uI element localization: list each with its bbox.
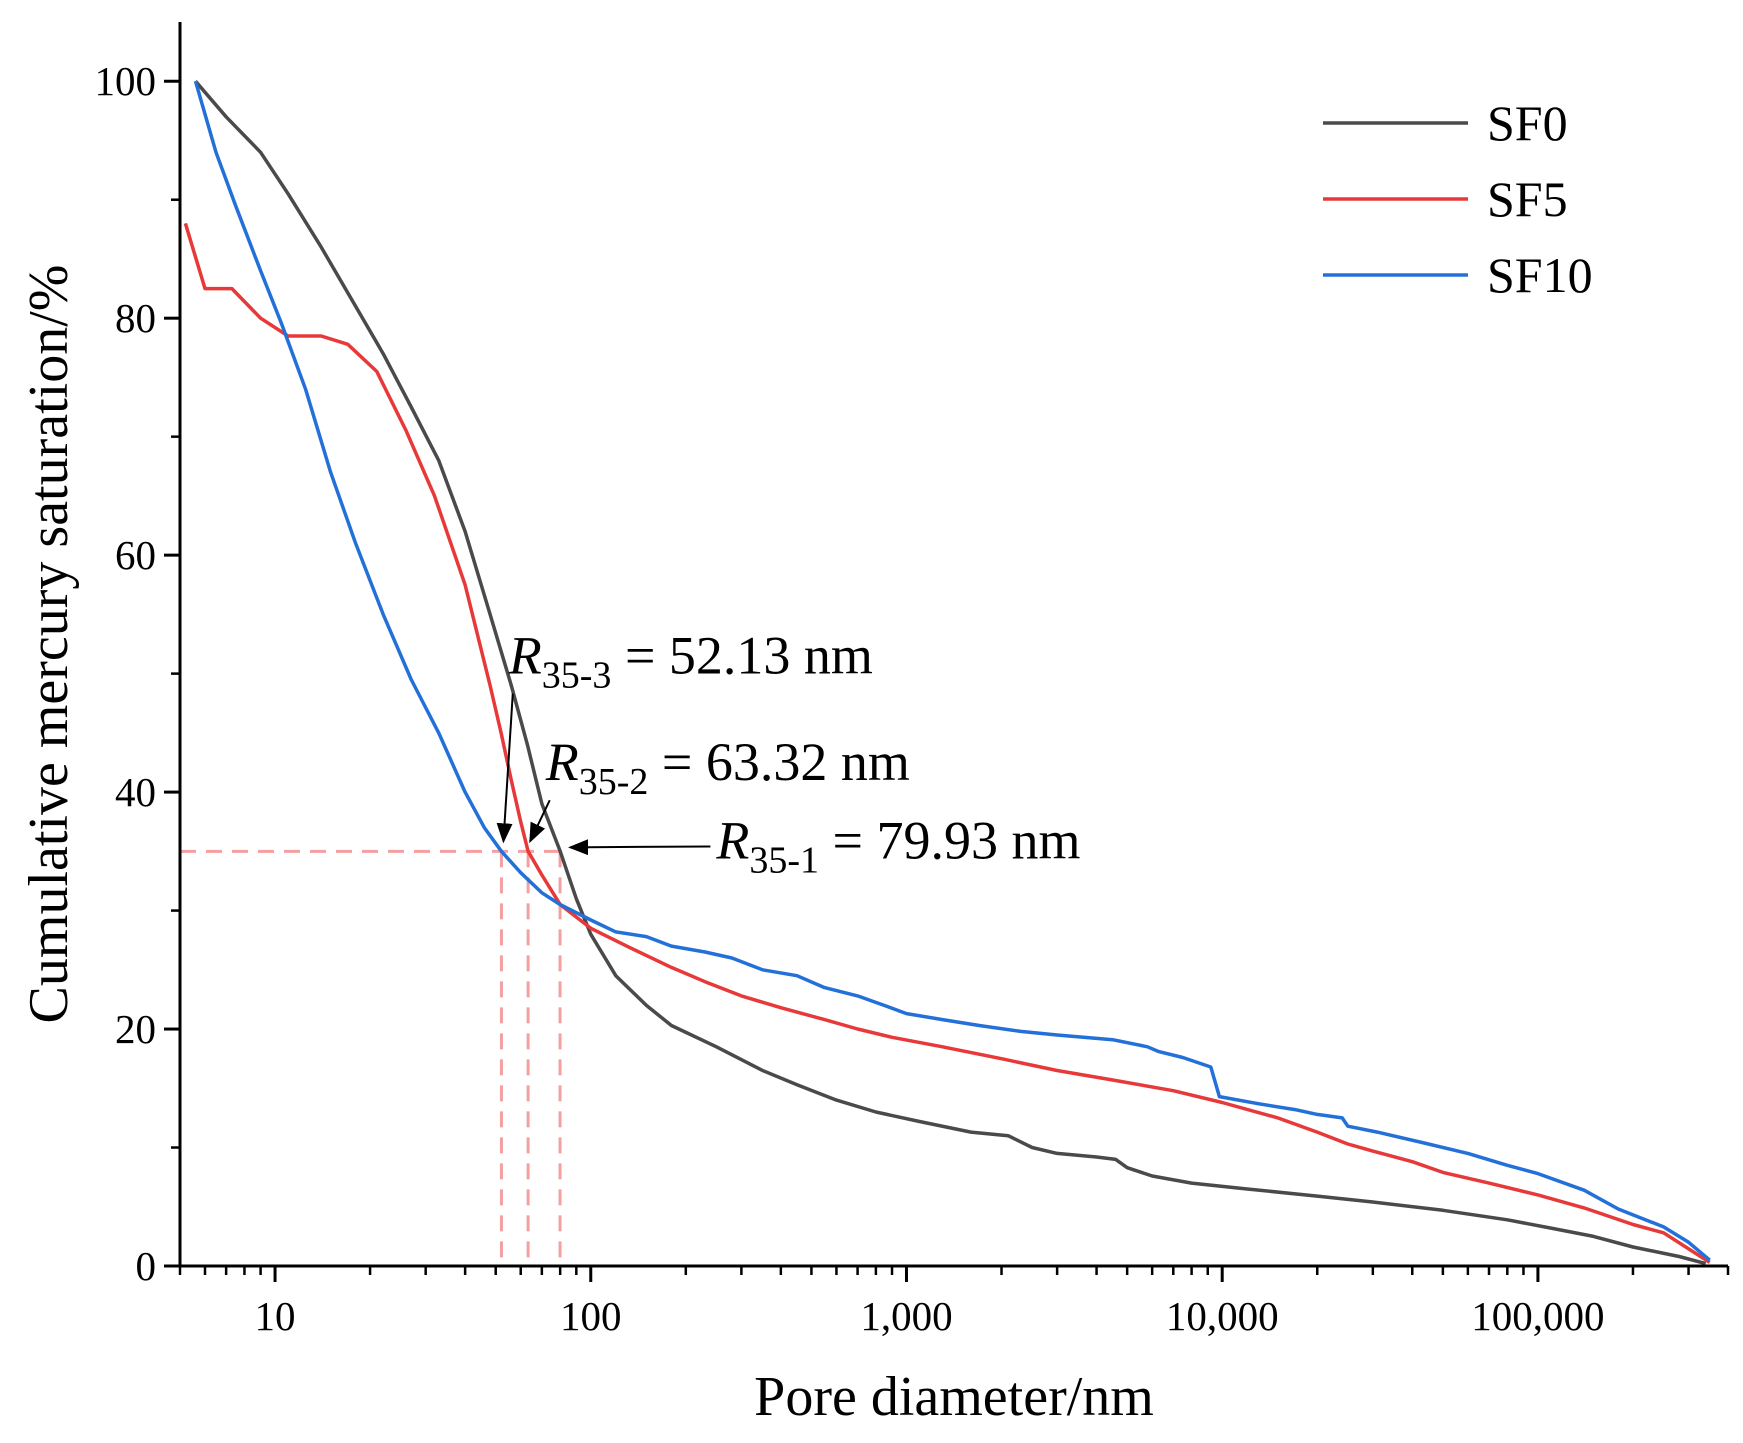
annotation-arrow-r35-1: [568, 839, 711, 856]
y-axis-title: Cumulative mercury saturation/%: [18, 265, 80, 1024]
annotation-arrow-r35-2: [529, 799, 551, 844]
x-ticks: 10 100 1,000 10,000 100,000: [178, 1266, 1730, 1339]
x-tick-label: 1,000: [860, 1293, 952, 1339]
annotation-label-r35-3: R35-3 = 52.13 nm: [508, 626, 873, 697]
x-tick-label: 100,000: [1471, 1293, 1604, 1339]
y-tick-label: 60: [115, 532, 156, 578]
y-ticks: 0 20 40 60 80 100: [95, 58, 180, 1289]
x-tick-label: 100: [560, 1293, 622, 1339]
y-tick-label: 0: [136, 1243, 157, 1289]
annotation-arrow-r35-3: [496, 693, 514, 844]
series-line-sf0: [194, 80, 1707, 1266]
legend: SF0 SF5 SF10: [1323, 95, 1593, 303]
y-tick-label: 20: [115, 1006, 156, 1052]
y-tick-label: 100: [95, 58, 157, 104]
y-tick-label: 40: [115, 769, 156, 815]
legend-label-sf5: SF5: [1487, 171, 1568, 227]
axes: 10 100 1,000 10,000 100,000 0 20 40 60 80 100: [95, 22, 1730, 1339]
reference-lines: [180, 849, 562, 1266]
y-tick-label: 80: [115, 295, 156, 341]
x-axis-title: Pore diameter/nm: [754, 1366, 1154, 1428]
x-tick-label: 10,000: [1166, 1293, 1279, 1339]
annotation-label-r35-2: R35-2 = 63.32 nm: [545, 732, 910, 803]
legend-label-sf0: SF0: [1487, 95, 1568, 151]
series-line-sf10: [193, 80, 1711, 1262]
series-line-sf5: [183, 222, 1711, 1264]
legend-label-sf10: SF10: [1487, 247, 1593, 303]
x-tick-label: 10: [255, 1293, 296, 1339]
series-layer: [183, 80, 1711, 1266]
annotation-label-r35-1: R35-1 = 79.93 nm: [715, 810, 1080, 881]
